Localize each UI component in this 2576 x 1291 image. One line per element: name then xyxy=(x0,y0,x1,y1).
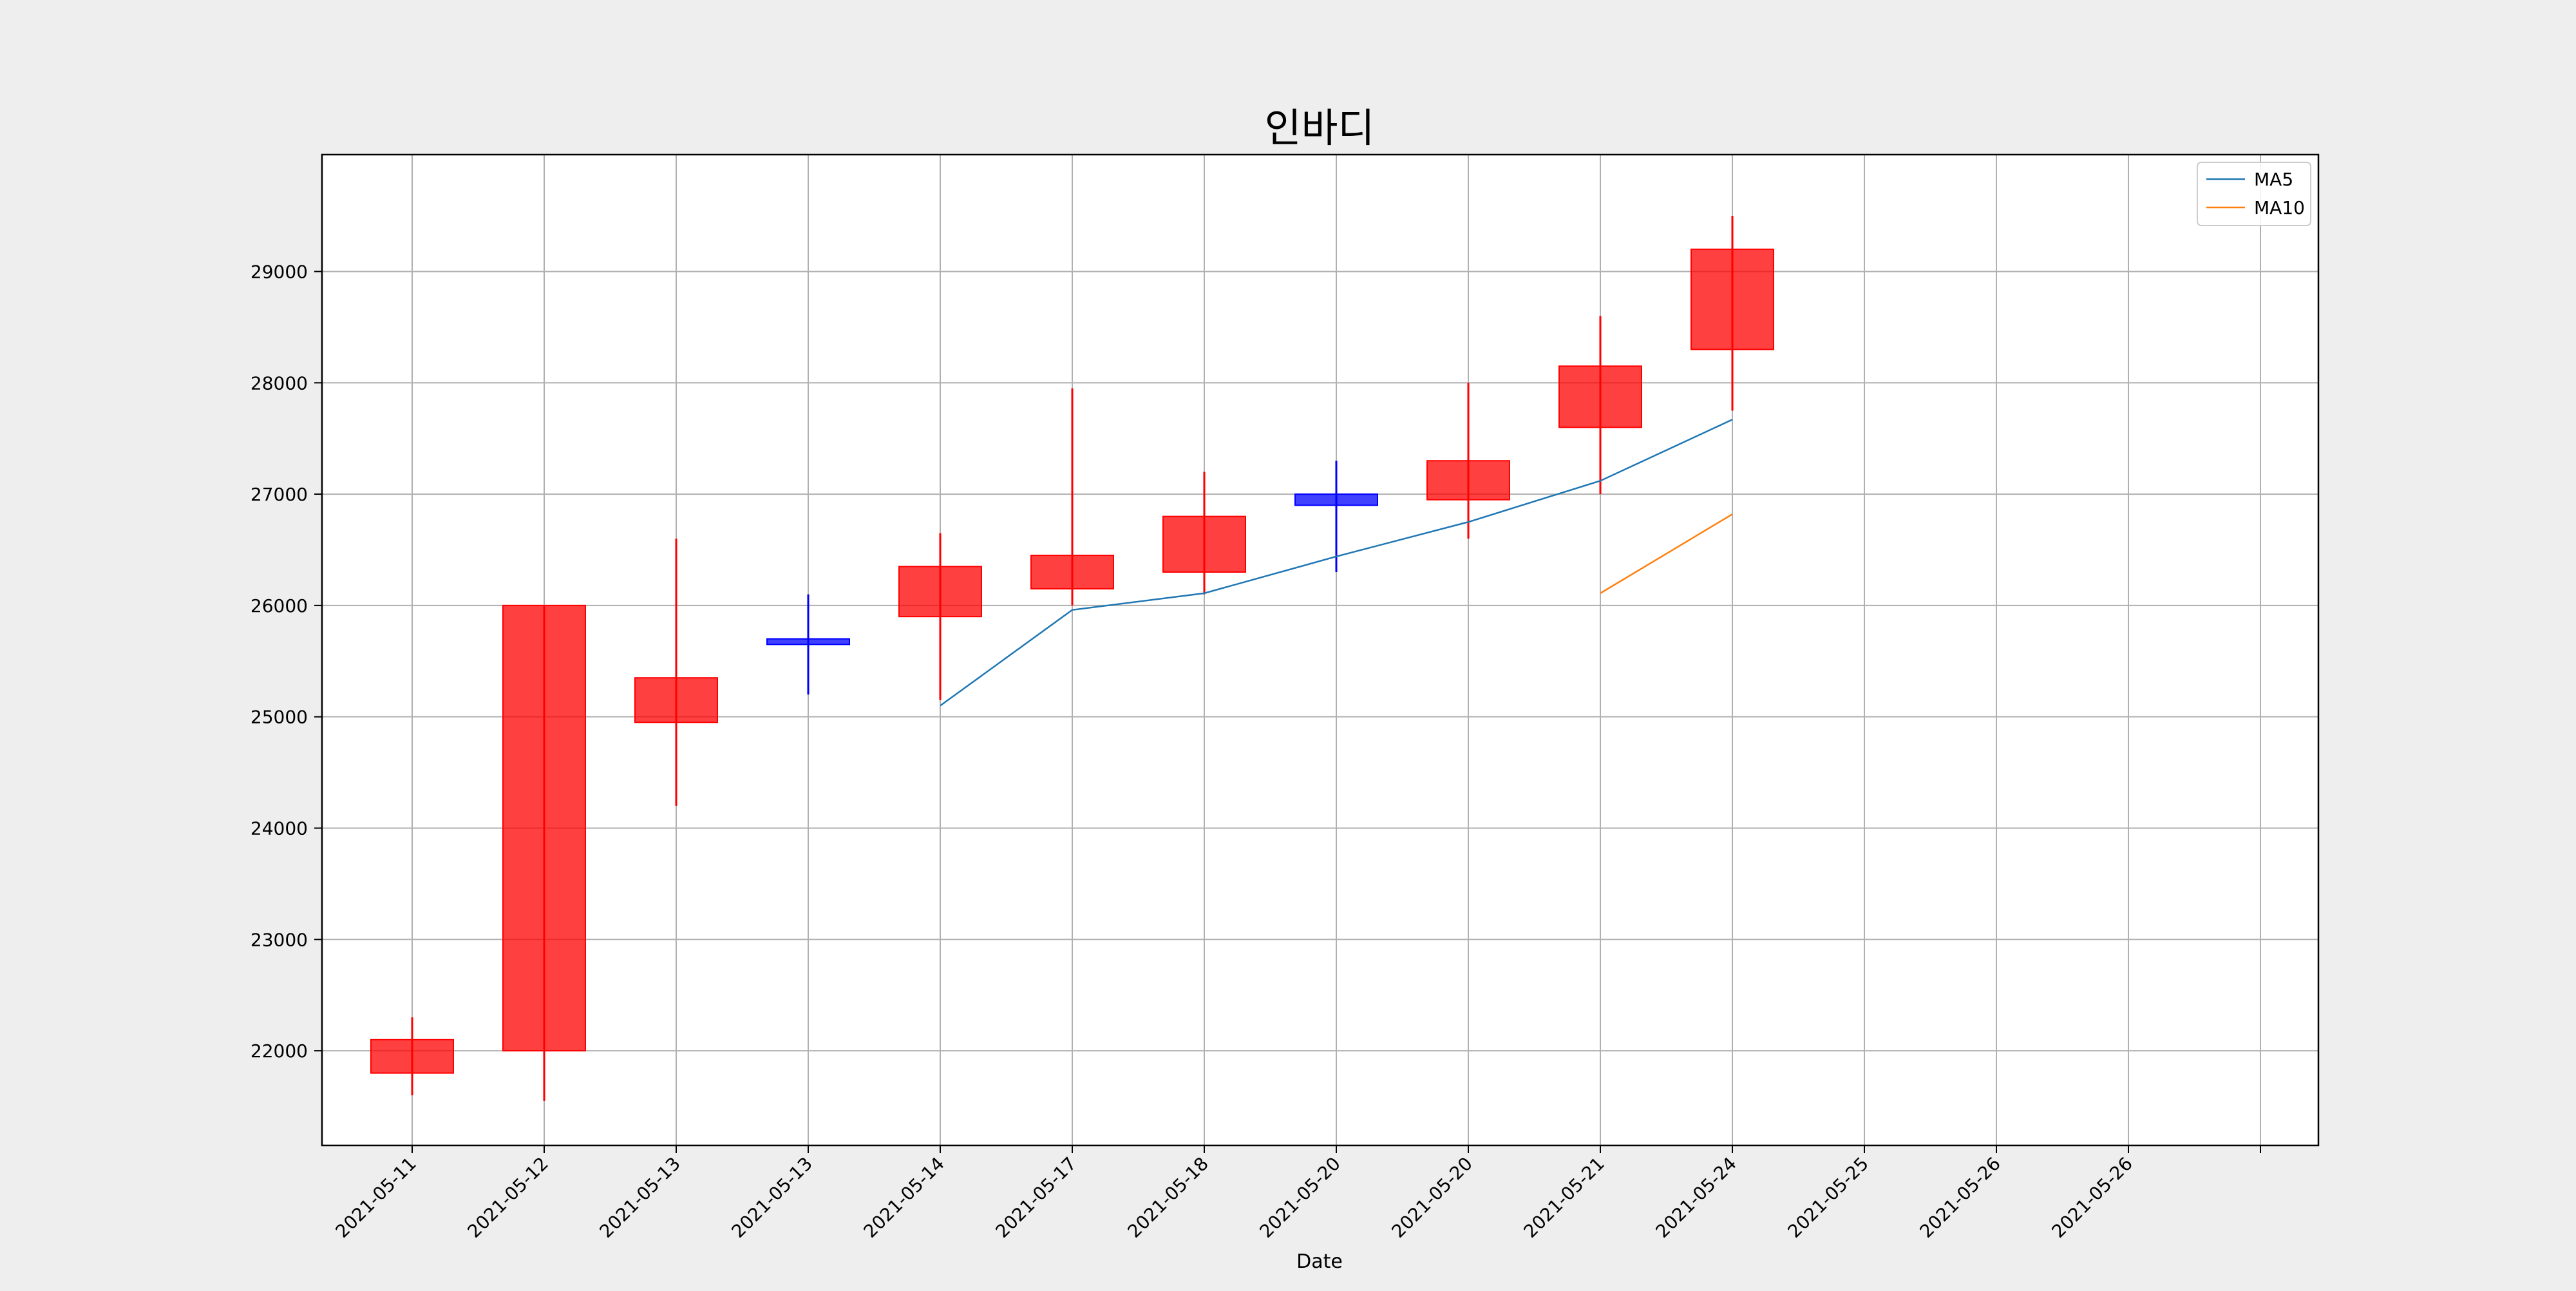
y-tick-label: 25000 xyxy=(251,707,308,728)
candle-body xyxy=(766,638,850,646)
y-tick-label: 24000 xyxy=(251,818,308,839)
legend-label-ma10: MA10 xyxy=(2254,197,2305,218)
candle-body xyxy=(1558,365,1642,428)
y-tick-label: 23000 xyxy=(251,929,308,950)
x-axis-label: Date xyxy=(1296,1250,1343,1273)
y-tick-label: 27000 xyxy=(251,484,308,505)
candle-body xyxy=(634,677,718,723)
candle-body xyxy=(1162,515,1246,573)
candle-body xyxy=(1030,555,1114,589)
candle-body xyxy=(1294,493,1378,506)
candle-body xyxy=(502,604,586,1052)
series-line-ma5 xyxy=(940,419,1733,707)
y-tick-label: 22000 xyxy=(251,1040,308,1062)
y-tick-label: 28000 xyxy=(251,372,308,394)
y-tick-label: 26000 xyxy=(251,595,308,617)
series-line-ma10 xyxy=(1600,513,1733,594)
candle-body xyxy=(1690,248,1774,350)
candle-body xyxy=(370,1038,454,1074)
candle-body xyxy=(898,566,982,618)
plot-frame xyxy=(321,153,2320,1147)
legend-box xyxy=(2197,162,2311,226)
legend-label-ma5: MA5 xyxy=(2254,169,2293,190)
candle-body xyxy=(1426,460,1510,501)
plot-area xyxy=(322,155,2318,1145)
chart-title: 인바디 xyxy=(1264,104,1374,151)
y-tick-label: 29000 xyxy=(251,261,308,282)
